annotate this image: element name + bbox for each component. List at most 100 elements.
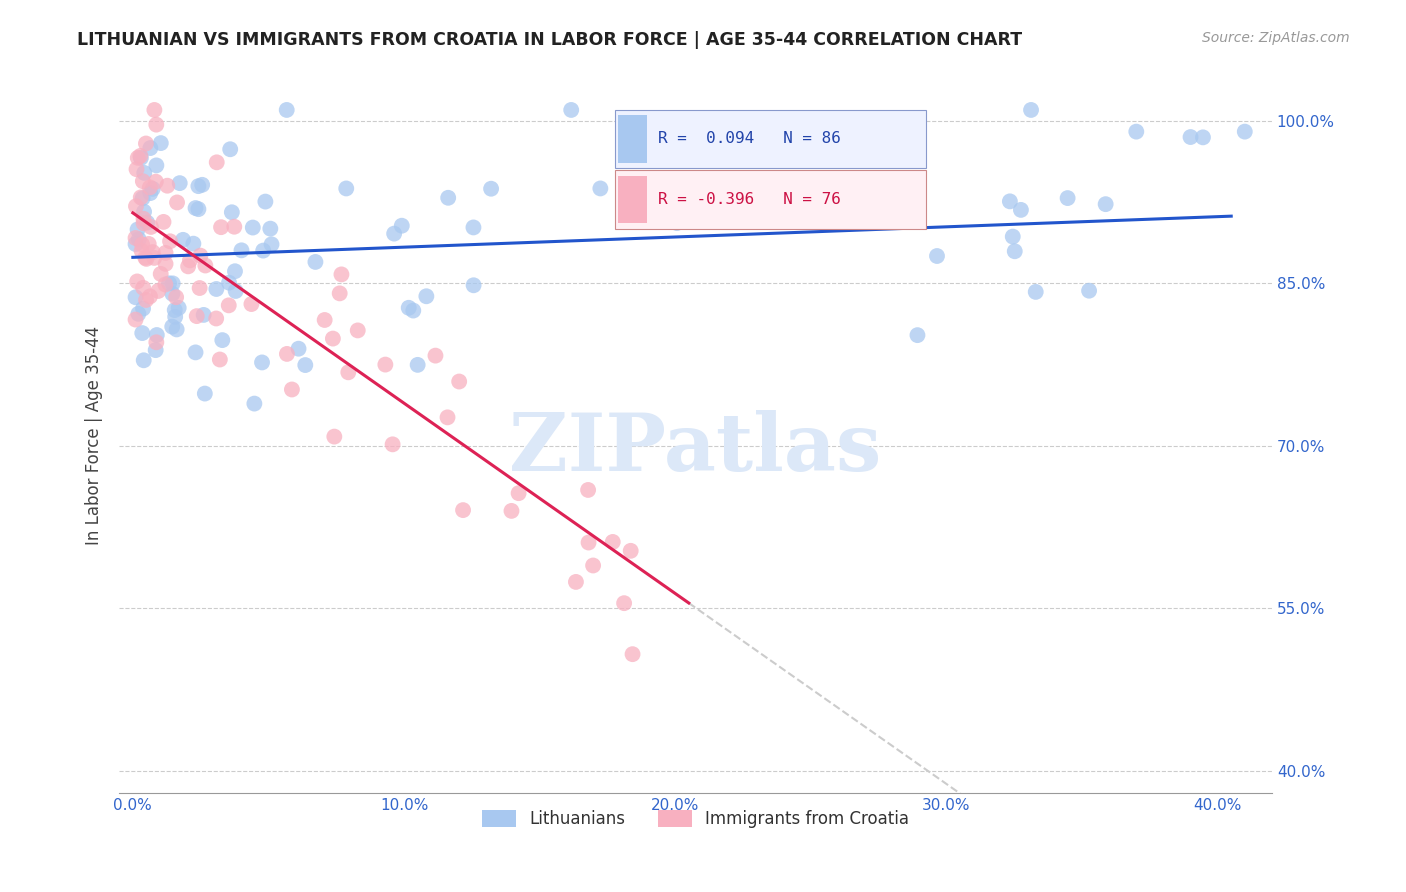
FancyBboxPatch shape bbox=[619, 176, 647, 223]
Point bbox=[346, 323, 368, 337]
Point bbox=[463, 220, 485, 235]
Point bbox=[132, 301, 155, 316]
Point bbox=[259, 221, 281, 235]
Point bbox=[329, 286, 352, 301]
Point bbox=[139, 141, 162, 155]
Point bbox=[479, 182, 502, 196]
Point bbox=[224, 264, 246, 278]
Point bbox=[165, 310, 187, 324]
Point bbox=[125, 162, 148, 177]
Point bbox=[187, 202, 209, 216]
Point bbox=[731, 190, 754, 204]
Point bbox=[463, 278, 485, 293]
Point bbox=[734, 172, 756, 186]
Point bbox=[1192, 130, 1215, 145]
Point bbox=[1180, 130, 1202, 145]
Point bbox=[205, 282, 228, 296]
Point bbox=[402, 303, 425, 318]
Point bbox=[179, 253, 201, 268]
Point bbox=[131, 326, 153, 340]
Point bbox=[183, 236, 205, 251]
Point bbox=[132, 216, 155, 230]
Point bbox=[621, 647, 644, 661]
Point bbox=[1019, 103, 1042, 117]
Point bbox=[565, 574, 588, 589]
Point bbox=[211, 333, 233, 347]
Point bbox=[131, 237, 153, 252]
Point bbox=[436, 410, 458, 425]
Point bbox=[155, 257, 177, 271]
Point bbox=[127, 222, 149, 236]
Point bbox=[1094, 197, 1116, 211]
Point bbox=[128, 232, 150, 246]
Point bbox=[1010, 202, 1032, 217]
Point bbox=[863, 175, 886, 189]
Point bbox=[501, 504, 523, 518]
Point bbox=[124, 231, 146, 245]
Point bbox=[146, 328, 169, 343]
Point bbox=[322, 332, 344, 346]
Point bbox=[252, 244, 274, 258]
Point bbox=[337, 365, 360, 379]
Point bbox=[193, 308, 215, 322]
Point bbox=[620, 544, 643, 558]
Point bbox=[508, 486, 530, 500]
Point bbox=[156, 178, 179, 193]
Point bbox=[166, 322, 188, 336]
Point bbox=[132, 281, 155, 295]
Point bbox=[613, 596, 636, 610]
Point bbox=[260, 237, 283, 252]
Text: ZIPatlas: ZIPatlas bbox=[509, 410, 882, 488]
Point bbox=[143, 251, 166, 265]
Point bbox=[131, 191, 153, 205]
Point bbox=[1025, 285, 1047, 299]
Point bbox=[406, 358, 429, 372]
Point bbox=[132, 353, 155, 368]
Point bbox=[335, 181, 357, 195]
Point bbox=[1125, 125, 1147, 139]
Point bbox=[157, 277, 180, 291]
Text: LITHUANIAN VS IMMIGRANTS FROM CROATIA IN LABOR FORCE | AGE 35-44 CORRELATION CHA: LITHUANIAN VS IMMIGRANTS FROM CROATIA IN… bbox=[77, 31, 1022, 49]
Point bbox=[576, 483, 599, 497]
Point bbox=[1004, 244, 1026, 259]
Point bbox=[124, 290, 146, 304]
Point bbox=[129, 190, 152, 204]
Point bbox=[152, 215, 174, 229]
Point bbox=[191, 178, 214, 192]
Point bbox=[425, 349, 447, 363]
Point bbox=[127, 275, 149, 289]
Point bbox=[449, 375, 471, 389]
Point bbox=[925, 249, 948, 263]
Point bbox=[382, 227, 405, 241]
Point bbox=[219, 142, 242, 156]
Point bbox=[323, 429, 346, 443]
Point bbox=[205, 311, 228, 326]
Point bbox=[131, 244, 153, 258]
Point bbox=[125, 199, 148, 213]
Point bbox=[437, 191, 460, 205]
Point bbox=[243, 396, 266, 410]
Point bbox=[276, 347, 298, 361]
Point bbox=[188, 281, 211, 295]
Point bbox=[391, 219, 413, 233]
Point bbox=[225, 284, 247, 298]
Point bbox=[142, 245, 165, 260]
Point bbox=[172, 233, 194, 247]
Point bbox=[665, 216, 688, 230]
Point bbox=[304, 255, 326, 269]
Point bbox=[184, 201, 207, 215]
Legend: Lithuanians, Immigrants from Croatia: Lithuanians, Immigrants from Croatia bbox=[475, 803, 915, 834]
Point bbox=[132, 174, 155, 188]
Text: Source: ZipAtlas.com: Source: ZipAtlas.com bbox=[1202, 31, 1350, 45]
Point bbox=[129, 149, 152, 163]
Point bbox=[209, 220, 232, 235]
Point bbox=[177, 260, 200, 274]
Point bbox=[138, 236, 160, 251]
Point bbox=[218, 298, 240, 312]
Point bbox=[162, 286, 184, 301]
Y-axis label: In Labor Force | Age 35-44: In Labor Force | Age 35-44 bbox=[86, 326, 103, 545]
Point bbox=[560, 103, 582, 117]
Point bbox=[145, 175, 167, 189]
Point bbox=[330, 268, 353, 282]
Point bbox=[135, 252, 157, 266]
